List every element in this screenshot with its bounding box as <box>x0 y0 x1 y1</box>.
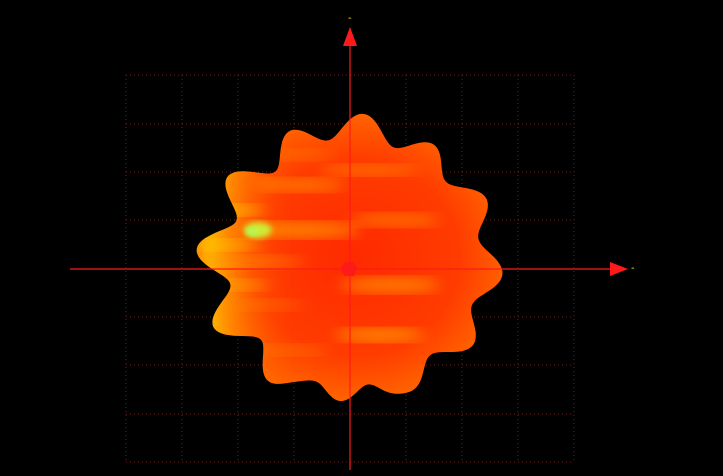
shading-band <box>265 150 335 160</box>
shading-band <box>196 205 265 215</box>
shading-band <box>340 278 440 292</box>
axes <box>70 27 628 470</box>
x-axis-end-label: - <box>631 263 635 274</box>
x-axis-arrow <box>610 262 628 276</box>
shading-band <box>350 214 440 226</box>
shading-band <box>196 256 305 268</box>
origin-marker <box>340 262 358 276</box>
shading-band <box>335 329 425 341</box>
shading-band <box>215 300 305 310</box>
shading-band <box>196 240 260 250</box>
surface-shading-bands <box>196 150 440 355</box>
shading-band <box>320 165 420 175</box>
shading-band <box>250 345 330 355</box>
y-axis-end-label: - <box>348 13 352 24</box>
y-axis-arrow <box>343 27 357 46</box>
shading-band <box>255 179 345 191</box>
shading-band <box>200 280 270 290</box>
3d-surface <box>196 113 503 402</box>
